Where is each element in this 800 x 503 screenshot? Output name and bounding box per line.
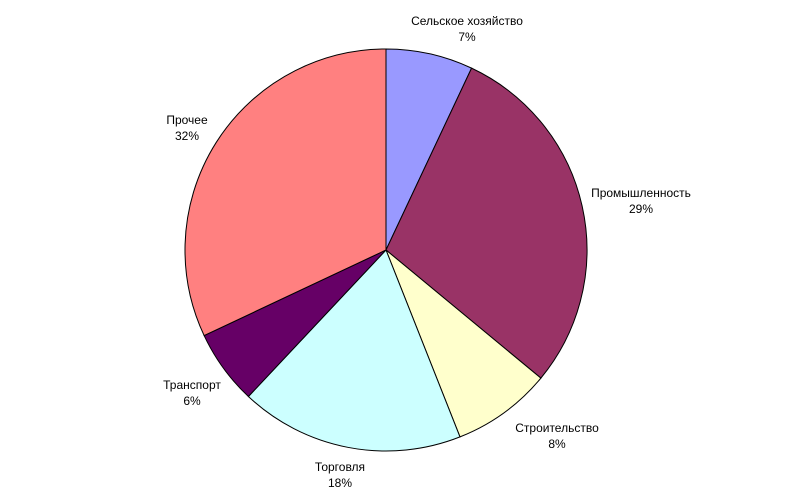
slice-value-4: 18% (328, 476, 352, 490)
pie-slice-6 (184, 48, 387, 337)
pie-slice-4 (247, 249, 461, 452)
slice-label-4: Торговля (315, 460, 365, 474)
slice-label-5: Транспорт (163, 378, 221, 392)
slice-label-3: Строительство (515, 421, 599, 435)
pie-slice-3 (385, 249, 542, 438)
slice-value-5: 6% (183, 394, 201, 408)
pie-slices (184, 48, 588, 452)
slice-value-6: 32% (175, 129, 199, 143)
slice-value-1: 7% (458, 30, 476, 44)
slice-value-2: 29% (629, 202, 653, 216)
slice-label-6: Прочее (166, 113, 208, 127)
slice-value-3: 8% (548, 437, 566, 451)
slice-label-1: Сельское хозяйство (411, 14, 523, 28)
slice-label-2: Промышленность (591, 186, 691, 200)
pie-slice-2 (385, 67, 588, 379)
pie-labels: Сельское хозяйство 7% Промышленность 29% Стр… (163, 14, 691, 490)
